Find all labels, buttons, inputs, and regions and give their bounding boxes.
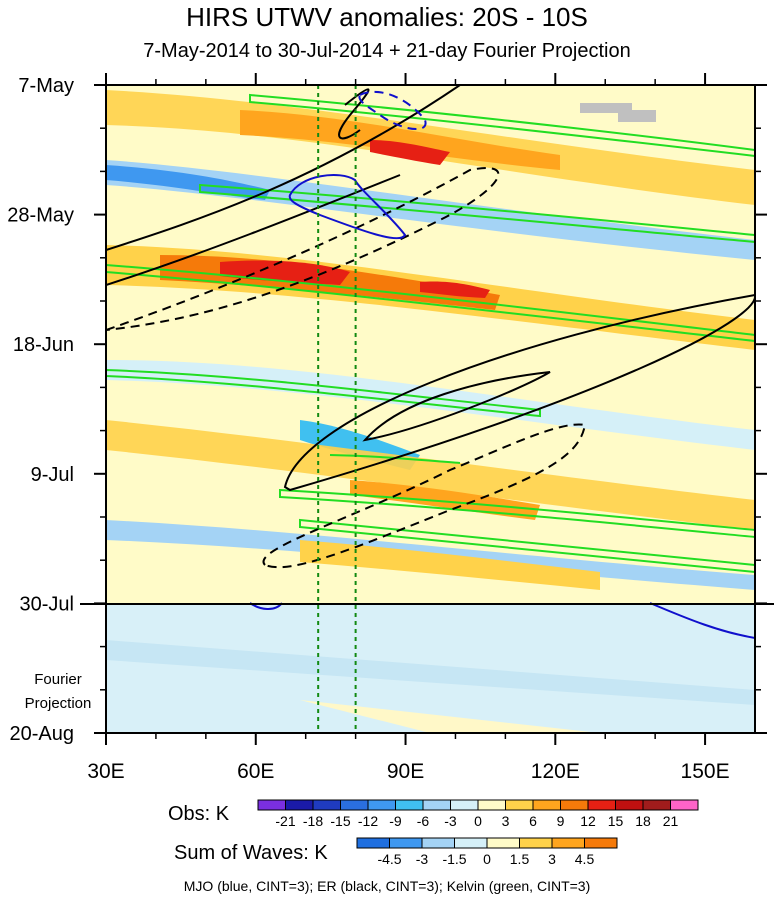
kelvin-contour: [299, 518, 755, 574]
legend-swatch: [367, 799, 396, 811]
x-axis: 30E 60E 90E 120E 150E: [87, 73, 730, 783]
x-tick-label: 90E: [387, 760, 424, 783]
anomaly-band-warm: [240, 110, 560, 170]
legend-level-label: 3: [502, 813, 510, 829]
er-contour: [338, 88, 370, 140]
legend-level-label: 6: [529, 813, 537, 829]
kelvin-contour: [279, 488, 755, 539]
legend-level-label: 21: [663, 813, 679, 829]
er-contours: [106, 85, 755, 569]
legend-level-label: -6: [417, 813, 430, 829]
legend-level-label: -18: [303, 813, 323, 829]
legend-swatch: [422, 799, 451, 811]
legend-swatch: [389, 837, 423, 849]
legend-swatch: [356, 837, 390, 849]
projection-label: Fourier Projection: [24, 671, 92, 712]
y-tick-label: 20-Aug: [10, 723, 75, 745]
legend-level-label: -3: [444, 813, 457, 829]
y-tick-label: 28-May: [7, 205, 74, 227]
legend-swatch: [450, 799, 479, 811]
legend-swatch: [454, 837, 488, 849]
mjo-contour: [288, 174, 407, 240]
contour-caption: MJO (blue, CINT=3); ER (black, CINT=3); …: [183, 878, 591, 894]
legend-swatch: [587, 799, 616, 811]
y-tick-label: 30-Jul: [20, 593, 74, 615]
obs-legend: -21 -18 -15 -12 -9 -6 -3 0 3 6 9 12 15 18 21: [257, 799, 699, 829]
y-tick-label: 7-May: [18, 75, 74, 97]
projection-streak: [300, 700, 600, 733]
legend-level-label: 15: [608, 813, 624, 829]
legend-swatch: [312, 799, 341, 811]
anomaly-band-warm: [350, 480, 540, 520]
reference-lines: [317, 85, 357, 733]
missing-data-patch: [618, 110, 656, 122]
missing-data-patch: [580, 103, 632, 113]
y-tick-label: 18-Jun: [13, 334, 74, 356]
legend-level-label: 1.5: [510, 851, 530, 867]
x-tick-label: 30E: [87, 760, 124, 783]
legend-swatch: [257, 799, 286, 811]
legend-swatch: [340, 799, 369, 811]
legend-swatch: [285, 799, 314, 811]
projection-streak: [106, 640, 755, 705]
x-tick-label: 150E: [681, 760, 730, 783]
x-tick-label: 120E: [531, 760, 580, 783]
chart-title: HIRS UTWV anomalies: 20S - 10S: [186, 2, 588, 32]
legend-level-label: 12: [580, 813, 596, 829]
waves-legend: -4.5 -3 -1.5 0 1.5 3 4.5: [356, 837, 618, 867]
anomaly-field: [106, 85, 755, 733]
er-contour: [362, 371, 551, 442]
legend-swatch: [519, 837, 553, 849]
kelvin-contour: [329, 454, 461, 464]
kelvin-contour: [106, 368, 541, 418]
waves-legend-title: Sum of Waves: K: [174, 842, 328, 864]
legend-level-label: -15: [330, 813, 350, 829]
er-contour: [283, 293, 755, 492]
legend-swatch: [505, 799, 534, 811]
legend-swatch: [421, 837, 455, 849]
er-contour-neg: [262, 423, 587, 569]
legend-level-label: 4.5: [575, 851, 595, 867]
legend-swatch: [486, 837, 520, 849]
anomaly-band-hot: [420, 281, 490, 298]
legend-swatch: [477, 799, 506, 811]
er-contour: [106, 85, 461, 251]
legend-level-label: 9: [557, 813, 565, 829]
legend-swatch: [560, 799, 589, 811]
legend-swatch: [395, 799, 424, 811]
anomaly-band-warm: [106, 420, 755, 530]
plot-frame: [105, 84, 756, 734]
legend-level-label: -4.5: [377, 851, 401, 867]
legend-level-label: -21: [275, 813, 295, 829]
legend-swatch: [551, 837, 585, 849]
legend-level-label: -9: [389, 813, 402, 829]
legend-swatch: [532, 799, 561, 811]
anomaly-band-cool: [106, 165, 270, 200]
mjo-contour-neg: [358, 90, 427, 131]
chart-subtitle: 7-May-2014 to 30-Jul-2014 + 21-day Fouri…: [143, 40, 631, 62]
legend-swatch: [670, 799, 699, 811]
legend-level-label: 0: [483, 851, 491, 867]
legend-level-label: 18: [635, 813, 651, 829]
er-contour: [106, 174, 401, 286]
y-tick-label: 9-Jul: [31, 464, 74, 486]
legend-swatch: [584, 837, 618, 849]
anomaly-band-cool: [106, 160, 755, 260]
x-tick-label: 60E: [237, 760, 274, 783]
legend-swatch: [615, 799, 644, 811]
obs-legend-title: Obs: K: [168, 803, 230, 825]
anomaly-band-warm: [300, 540, 600, 590]
legend-level-label: -3: [416, 851, 429, 867]
y-axis: 7-May 28-May 18-Jun 9-Jul 30-Jul 20-Aug: [7, 75, 767, 745]
legend-level-label: -12: [358, 813, 378, 829]
mjo-contour: [649, 602, 755, 639]
anomaly-band-warm: [370, 140, 450, 165]
legend-level-label: 0: [474, 813, 482, 829]
kelvin-contour: [199, 183, 755, 244]
kelvin-contour: [249, 93, 755, 158]
legend-level-label: -1.5: [442, 851, 466, 867]
legend-level-label: 3: [548, 851, 556, 867]
legend-swatch: [642, 799, 671, 811]
